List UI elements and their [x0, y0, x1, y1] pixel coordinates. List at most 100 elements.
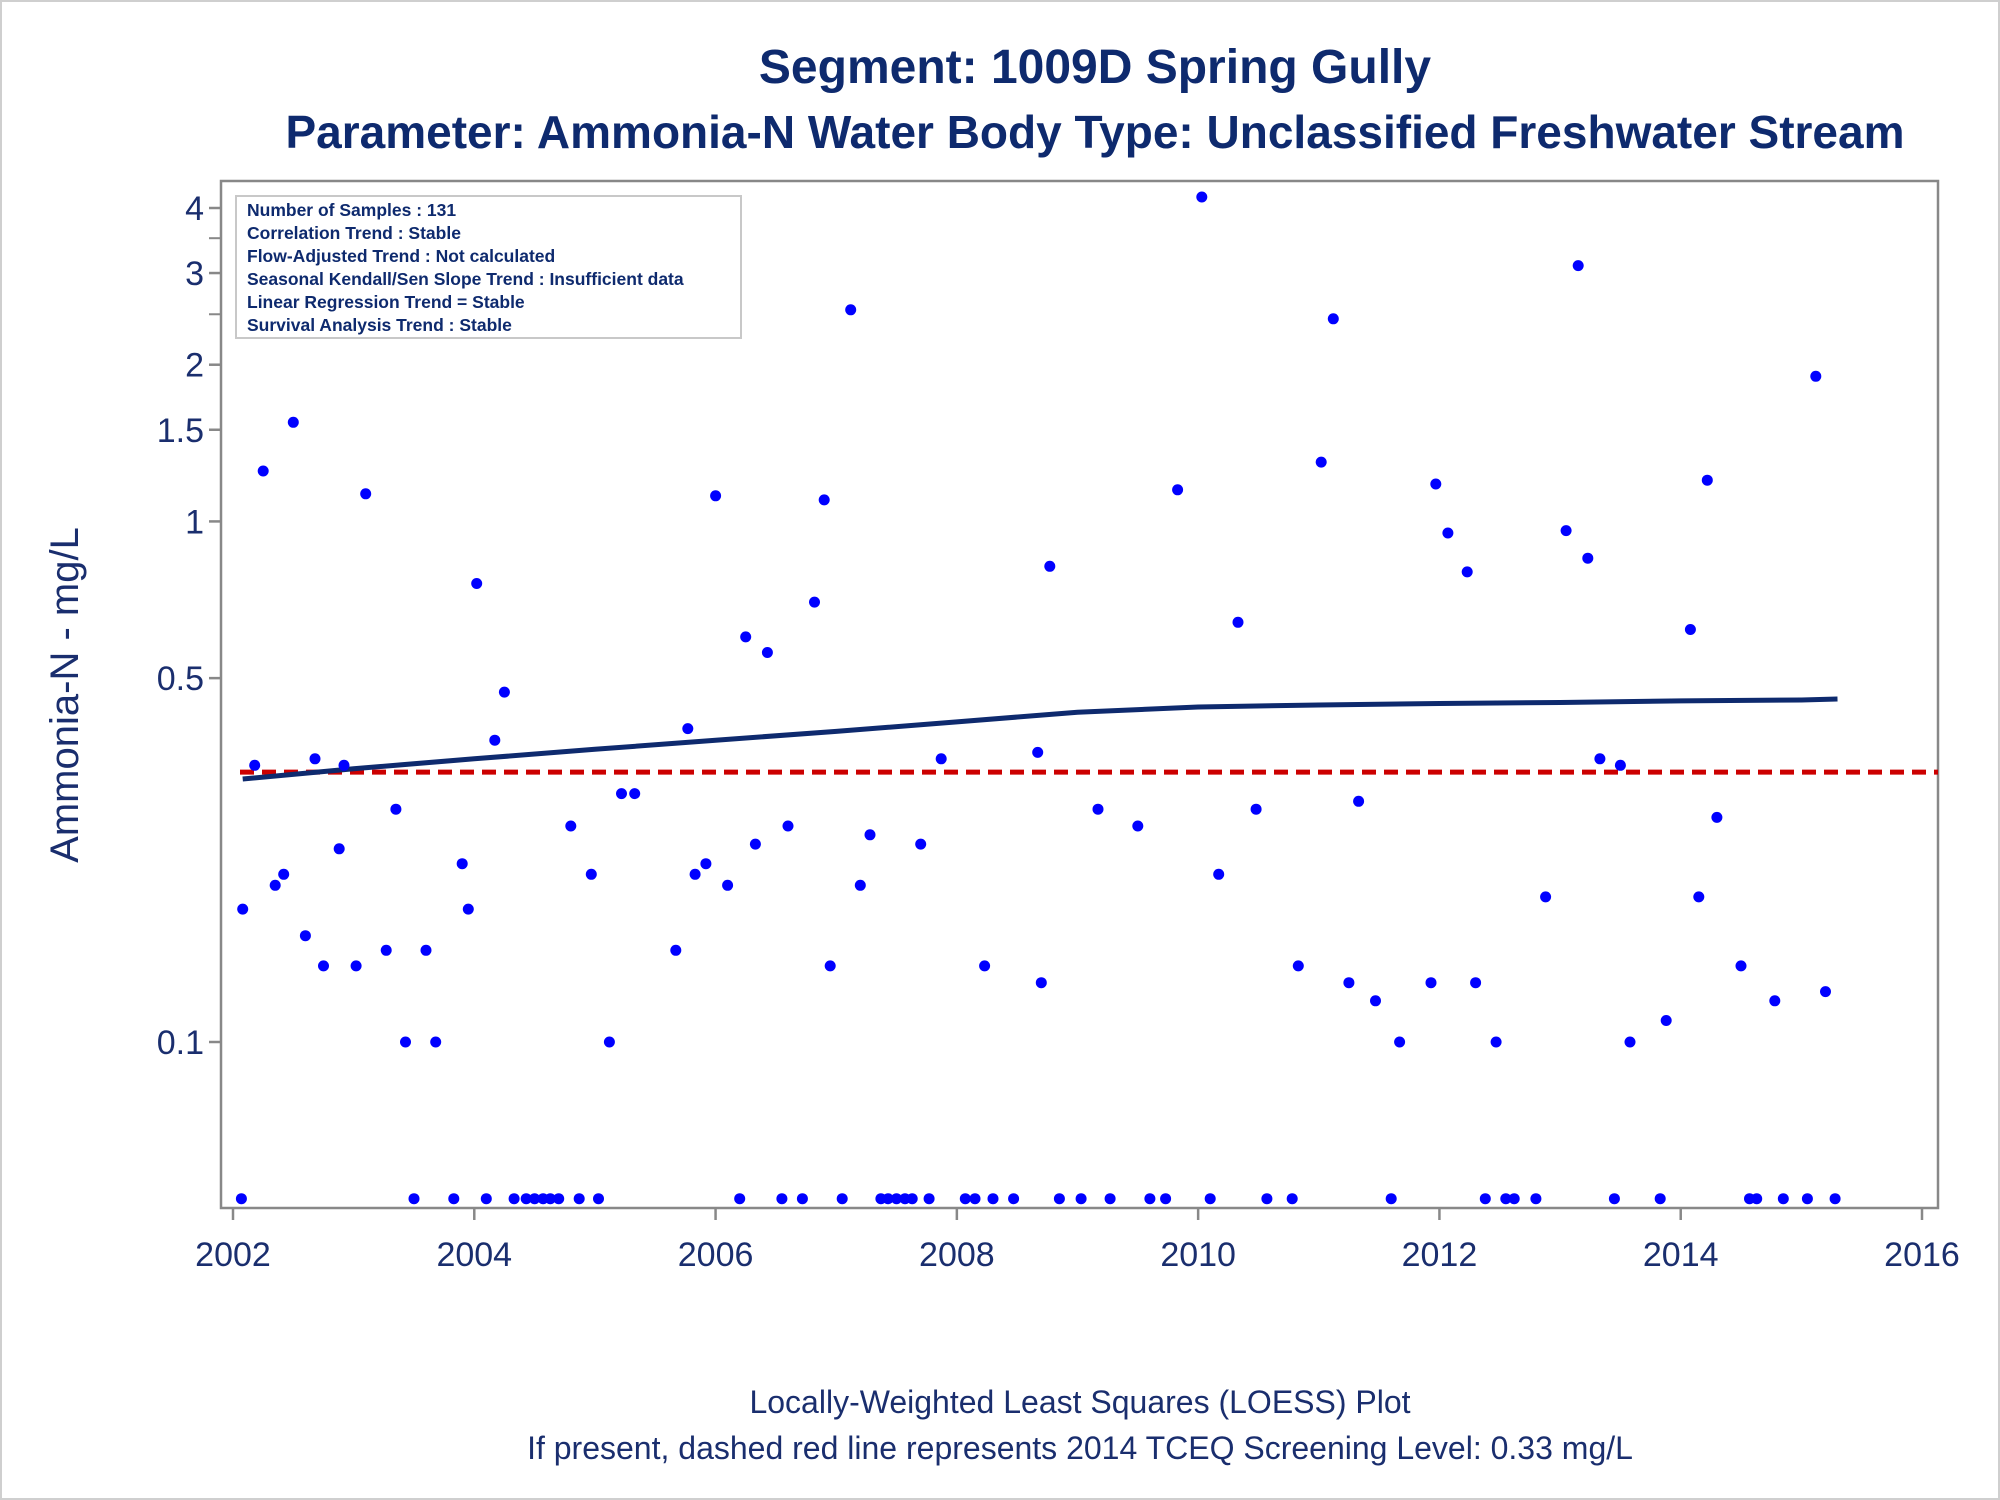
data-point: [1075, 1193, 1087, 1205]
data-point: [529, 1193, 541, 1205]
y-tick-label: 0.1: [157, 1024, 204, 1062]
data-point: [1614, 759, 1626, 771]
data-point: [682, 723, 694, 735]
stats-line: Survival Analysis Trend : Stable: [247, 315, 512, 335]
data-point: [1353, 795, 1365, 807]
data-point: [969, 1193, 981, 1205]
data-point: [1261, 1193, 1273, 1205]
data-point: [1777, 1193, 1789, 1205]
data-point: [1660, 1015, 1672, 1026]
data-point: [420, 944, 432, 956]
data-point: [845, 304, 857, 316]
data-point: [1810, 370, 1822, 382]
data-point: [1701, 474, 1713, 486]
axes: 2002 2004 2006 2008 2010 2012 2014 2016 0.1 0.5 1 1…: [157, 190, 1960, 1274]
data-point: [338, 759, 350, 771]
data-point: [269, 879, 281, 891]
x-tick-label: 2016: [1884, 1236, 1960, 1274]
data-point: [1820, 986, 1831, 998]
data-point: [670, 944, 682, 956]
stats-box: Number of Samples : 131 Correlation Tren…: [235, 195, 742, 339]
data-point: [1711, 811, 1723, 823]
data-point: [818, 494, 830, 506]
loess-group: [242, 696, 1838, 782]
data-point: [1035, 977, 1047, 989]
data-point: [824, 960, 836, 972]
footnote-line-1: Locally-Weighted Least Squares (LOESS) P…: [749, 1384, 1410, 1420]
data-point: [776, 1193, 788, 1205]
data-point: [309, 753, 321, 765]
data-point: [333, 843, 345, 855]
y-tick-label: 2: [185, 347, 204, 385]
data-point: [603, 1036, 615, 1048]
data-point: [456, 858, 468, 870]
data-point: [722, 879, 734, 891]
data-point: [1461, 566, 1473, 578]
data-point: [854, 879, 866, 891]
x-tick-label: 2008: [919, 1236, 995, 1274]
data-point: [299, 930, 311, 942]
data-point: [318, 960, 329, 972]
data-point: [1385, 1193, 1397, 1205]
data-point: [864, 829, 876, 841]
y-tick-label: 3: [185, 255, 204, 293]
data-point: [1500, 1193, 1512, 1205]
data-point: [287, 416, 299, 428]
data-point: [573, 1193, 585, 1205]
data-point: [740, 631, 752, 643]
data-point: [430, 1036, 442, 1048]
loess-line: [242, 696, 1838, 782]
data-point: [448, 1193, 460, 1205]
data-point: [915, 838, 927, 850]
data-point: [761, 647, 773, 658]
data-point: [836, 1193, 848, 1205]
data-point: [1508, 1193, 1520, 1205]
data-point: [508, 1193, 520, 1205]
data-point: [1479, 1193, 1491, 1205]
data-point: [235, 1193, 247, 1205]
data-point: [1624, 1036, 1636, 1048]
data-point: [1684, 624, 1696, 635]
data-point: [1735, 960, 1747, 972]
data-point: [782, 820, 794, 832]
y-tick-label: 1.5: [157, 412, 204, 450]
stats-line: Seasonal Kendall/Sen Slope Trend : Insuf…: [247, 269, 684, 289]
stats-line: Number of Samples : 131: [247, 200, 456, 220]
data-point: [462, 903, 474, 915]
data-point: [1693, 891, 1705, 903]
data-point: [1196, 191, 1208, 203]
stats-line: Correlation Trend : Stable: [247, 223, 461, 243]
data-point: [1144, 1193, 1156, 1205]
chart-subtitle: Parameter: Ammonia-N Water Body Type: Un…: [286, 106, 1905, 158]
data-point: [480, 1193, 492, 1205]
data-point: [1769, 995, 1781, 1007]
data-point: [1053, 1193, 1065, 1205]
data-point: [959, 1193, 971, 1205]
data-point: [749, 838, 761, 850]
data-point: [700, 858, 712, 870]
data-point: [553, 1193, 565, 1205]
data-point: [1160, 1193, 1172, 1205]
data-point: [1213, 868, 1225, 880]
data-point: [1594, 753, 1606, 765]
data-point: [498, 686, 510, 698]
data-point: [1560, 525, 1572, 537]
data-point: [1092, 803, 1104, 815]
data-point: [278, 868, 290, 880]
data-point: [350, 960, 362, 972]
data-point: [390, 803, 402, 815]
data-point: [400, 1036, 411, 1048]
data-point: [1232, 616, 1244, 628]
data-point: [593, 1193, 604, 1205]
data-point: [979, 960, 991, 972]
data-point: [710, 490, 722, 502]
data-point: [520, 1193, 532, 1205]
data-point: [1292, 960, 1304, 972]
data-point: [1044, 560, 1056, 572]
stats-line: Linear Regression Trend = Stable: [247, 292, 525, 312]
data-point: [1132, 820, 1144, 832]
data-point: [237, 903, 249, 915]
data-point: [1654, 1193, 1666, 1205]
data-point: [408, 1193, 420, 1205]
data-point: [1425, 977, 1437, 989]
